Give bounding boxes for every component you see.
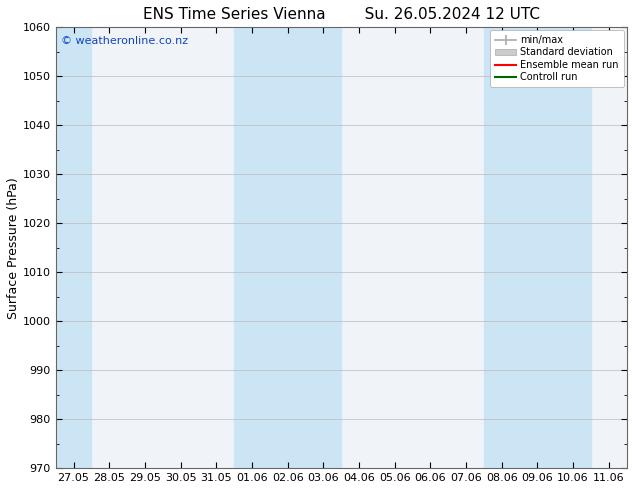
- Y-axis label: Surface Pressure (hPa): Surface Pressure (hPa): [7, 177, 20, 318]
- Bar: [484, 27, 591, 468]
- Bar: [56, 27, 91, 468]
- Title: ENS Time Series Vienna        Su. 26.05.2024 12 UTC: ENS Time Series Vienna Su. 26.05.2024 12…: [143, 7, 540, 22]
- Legend: min/max, Standard deviation, Ensemble mean run, Controll run: min/max, Standard deviation, Ensemble me…: [490, 30, 624, 87]
- Bar: [234, 27, 341, 468]
- Text: © weatheronline.co.nz: © weatheronline.co.nz: [61, 36, 188, 46]
